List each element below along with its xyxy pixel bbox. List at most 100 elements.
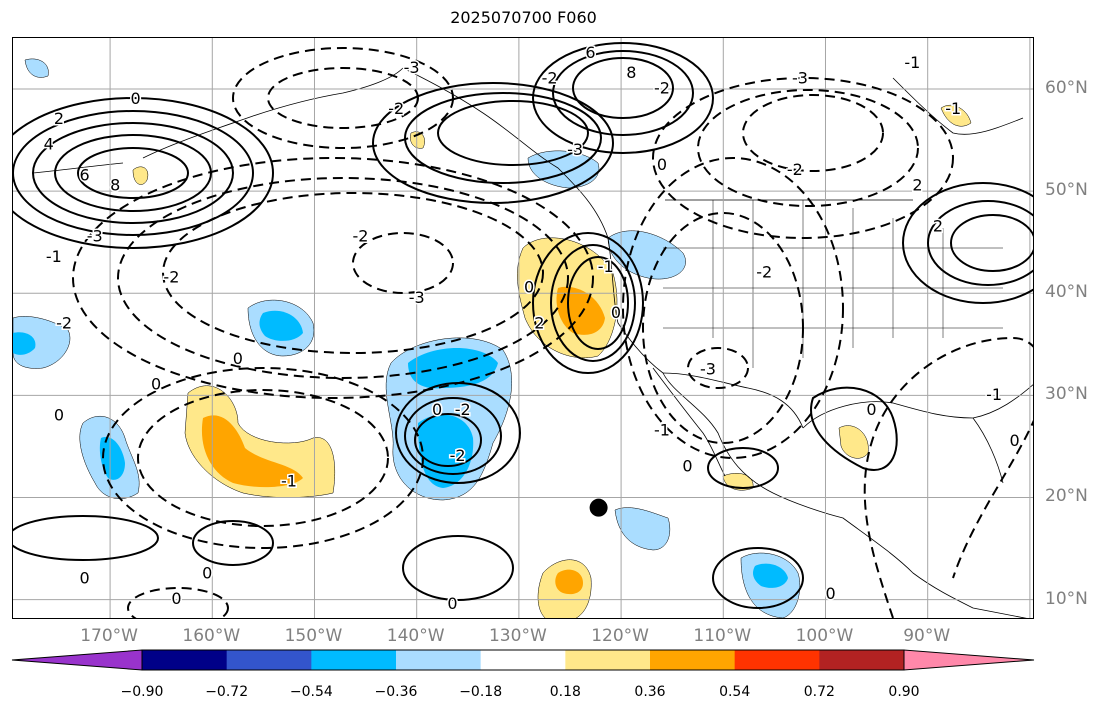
colorbar-segment	[311, 650, 397, 670]
colorbar-segment	[734, 650, 820, 670]
colorbar-tick-label: −0.18	[459, 684, 503, 700]
longitude-tick-label: 160°W	[182, 626, 241, 646]
contour-low-east	[863, 336, 1033, 618]
contour-label: -2	[654, 79, 670, 98]
contour-label: 0	[233, 349, 243, 368]
map-title: 2025070700 F060	[450, 8, 597, 27]
contour-label: 0	[611, 303, 621, 322]
contour-low-nw-2	[267, 67, 419, 129]
contour-zero-hawaii-east	[192, 520, 274, 566]
contour-label: 0	[202, 564, 212, 583]
contour-label: 0	[171, 589, 181, 608]
contour-label: -2	[56, 313, 72, 332]
contour-low-west-2	[642, 212, 804, 444]
colorbar-segment	[480, 650, 566, 670]
dashed-contours	[72, 47, 1033, 618]
contours	[13, 42, 1033, 618]
contour-label: -3	[792, 68, 808, 87]
latitude-tick-label: 50°N	[1045, 180, 1088, 201]
contour-label: 0	[866, 400, 876, 419]
contour-label: -1	[281, 472, 297, 491]
colorbar-tick-label: 0.90	[888, 684, 920, 700]
contour-label: 2	[912, 176, 922, 195]
contour-label: 0	[682, 456, 692, 475]
cool-core-mex-south	[753, 563, 788, 588]
contour-zero-hawaii	[13, 515, 159, 561]
contour-high-gulf-alaska-3	[437, 100, 589, 166]
latitude-tick-label: 10°N	[1045, 588, 1088, 609]
contour-low-pacific-1	[72, 157, 594, 399]
contour-label: -1	[46, 247, 62, 266]
contour-high-aleutian-3	[32, 122, 234, 224]
colorbar-segment	[650, 650, 736, 670]
contour-label: -1	[904, 53, 920, 72]
longitude-tick-label: 110°W	[693, 626, 752, 646]
contour-label: -3	[409, 288, 425, 307]
contour-high-aleutian-5	[77, 147, 189, 199]
contour-label: 0	[79, 569, 89, 588]
contour-label: -1	[654, 421, 670, 440]
contour-low-nw-1	[232, 47, 454, 149]
warm-spot-gulf	[838, 425, 869, 459]
contour-label: -2	[542, 68, 558, 87]
contour-low-canada-3	[742, 94, 884, 172]
contour-label: 0	[1009, 431, 1019, 450]
contour-label: -1	[986, 385, 1002, 404]
longitude-tick-label: 170°W	[80, 626, 138, 646]
coast-hudson	[892, 77, 1024, 135]
latitude-tick-label: 20°N	[1045, 486, 1088, 507]
location-marker[interactable]	[589, 498, 608, 517]
contour-label: 2	[933, 216, 943, 235]
warm-spot-aleutian	[132, 166, 149, 185]
colorbar-tick-label: −0.72	[205, 684, 249, 700]
colorbar-segment	[226, 650, 312, 670]
colorbar-segment	[142, 650, 228, 670]
contour-high-california-2	[550, 244, 636, 362]
contour-high-greatlakes-1	[902, 182, 1033, 304]
warm-spot-hudson	[940, 104, 972, 127]
contour-label: -3	[567, 140, 583, 159]
colorbar-tick-label: 0.18	[549, 684, 581, 700]
latitude-tick-label: 40°N	[1045, 282, 1088, 303]
contour-high-yukon-1	[532, 42, 714, 154]
warm-spot-tropical-core	[555, 569, 583, 595]
longitude-tick-label: 90°W	[903, 626, 951, 646]
contour-label: -3	[404, 58, 420, 77]
longitude-tick-label: 150°W	[284, 626, 343, 646]
contour-high-greatlakes-3	[950, 214, 1033, 272]
cool-core-dateline	[99, 437, 125, 480]
contour-label: 4	[44, 135, 54, 154]
contour-low-canada-2	[697, 89, 919, 207]
contour-label: 6	[79, 165, 89, 184]
contour-label: -2	[450, 446, 466, 465]
contour-label: 0	[151, 375, 161, 394]
contour-high-greatlakes-2	[927, 200, 1033, 286]
contour-high-aleutian-2	[13, 110, 254, 236]
coast-baja	[652, 367, 726, 477]
colorbar-tick-label: 0.54	[719, 684, 751, 700]
colorbar-segment	[396, 650, 482, 670]
contour-label: -2	[455, 400, 471, 419]
longitude-tick-label: 140°W	[386, 626, 445, 646]
colorbar-outline	[141, 649, 905, 671]
colorbar-tick-label: 0.72	[803, 684, 835, 700]
contour-label: -2	[353, 227, 369, 246]
contour-label: -2	[388, 99, 404, 118]
longitude-tick-label: 120°W	[591, 626, 649, 646]
map-panel[interactable]: 2 4 6 8 0 -3 -1 -2 -2 -2 -3 -2 -3 0 0 0 0 0 0 0 0 -1 -2 -2 -3 -2 6…	[12, 37, 1034, 619]
contour-low-canada-1	[652, 77, 954, 239]
contour-label: -3	[87, 227, 103, 246]
colorbar	[11, 649, 1035, 671]
contour-high-yukon-2	[552, 50, 694, 136]
warm-core-subtropical	[201, 415, 303, 488]
contour-label: 0	[657, 155, 667, 174]
cool-core-west	[259, 310, 303, 341]
colorbar-tick-label: −0.54	[289, 684, 333, 700]
contour-label: 0	[524, 278, 534, 297]
longitude-tick-label: 130°W	[488, 626, 547, 646]
contour-high-central-2	[404, 397, 502, 475]
contour-low-south-1	[102, 367, 424, 549]
graticule	[13, 38, 1033, 618]
